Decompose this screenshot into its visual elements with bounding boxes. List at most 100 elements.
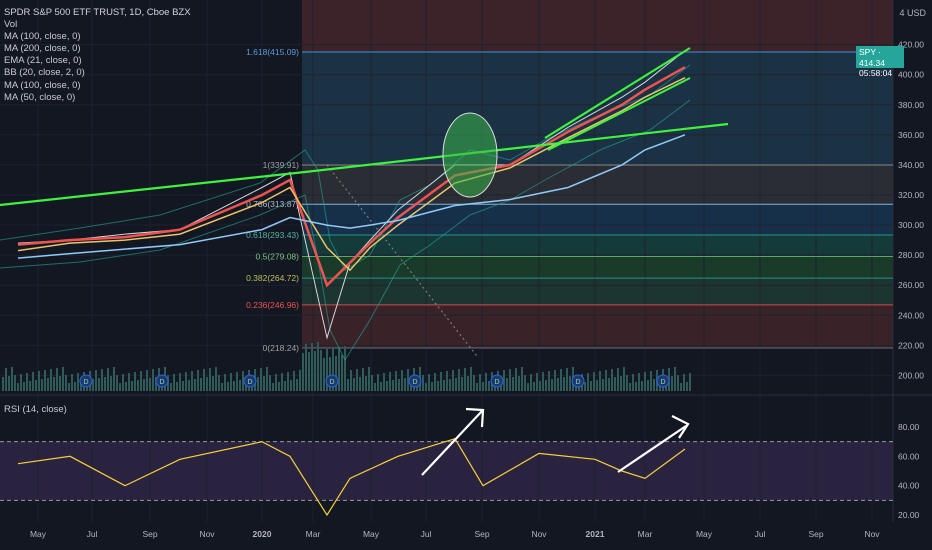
volume-bar [482,382,484,391]
volume-bar [32,372,34,391]
volume-bar [209,368,211,391]
volume-bar [335,356,337,391]
volume-bar [617,368,619,391]
volume-bar [503,370,505,391]
volume-bar [275,374,277,391]
indicator-vol[interactable]: Vol [4,19,18,31]
fib-label: 0.236(246.96) [246,300,299,310]
rsi-tick-label: 80.00 [898,422,920,432]
x-tick-label: Mar [638,529,653,539]
volume-bar [488,381,490,391]
fib-label: 0(218.24) [263,343,300,353]
indicator-ema-21[interactable]: EMA (21, close, 0) [4,55,82,67]
volume-bar [206,377,208,391]
volume-bar [65,375,67,391]
volume-bar [461,377,463,391]
series-line-ma [17,77,686,272]
volume-bar [56,368,58,391]
x-tick-label: Sep [142,529,157,539]
series-line-ma [17,134,686,259]
volume-bar [599,371,601,391]
currency-label[interactable]: 4 USD [899,8,926,18]
volume-bar [515,368,517,391]
dividend-marker-label: D [329,379,334,386]
currency-code: USD [906,8,926,18]
x-tick-label: Sep [474,529,489,539]
rsi-tick-label: 40.00 [898,481,920,491]
volume-bar [374,383,376,391]
legend: SPDR S&P 500 ETF TRUST, 1D, Cboe BZX Vol… [4,7,191,104]
volume-bar [287,372,289,391]
y-tick-label: 200.00 [898,370,924,380]
dividend-marker-label: D [247,379,252,386]
volume-bar [557,378,559,391]
volume-bar [20,374,22,391]
volume-bar [98,378,100,391]
volume-bar [674,367,676,391]
rsi-arrow-1-head [465,407,485,428]
volume-bar [593,372,595,391]
volume-bar [437,381,439,391]
x-tick-label: May [696,529,713,539]
fib-zone-6 [302,304,893,348]
volume-bar [428,374,430,391]
indicator-ma-200[interactable]: MA (200, close, 0) [4,43,81,55]
volume-bar [476,383,478,391]
indicator-bb-20[interactable]: BB (20, close, 2, 0) [4,67,85,79]
volume-bar [182,381,184,391]
volume-bar [212,376,214,391]
volume-bar [608,378,610,391]
x-tick-label: May [363,529,380,539]
volume-bar [641,381,643,391]
bb-upper [0,64,691,271]
volume-bar [170,383,172,391]
volume-bar [269,375,271,391]
volume-bar [350,370,352,391]
volume-bar [377,374,379,391]
x-tick-label: Sep [808,529,823,539]
fib-label: 0.618(293.43) [246,230,299,240]
dividend-marker [408,374,422,388]
volume-bar [602,379,604,391]
volume-bar [242,371,244,391]
volume-bar [383,373,385,391]
volume-bar [398,379,400,391]
indicator-ma-50[interactable]: MA (50, close, 0) [4,91,76,103]
volume-bar [392,380,394,391]
volume-bar [473,375,475,391]
volume-bar [53,377,55,391]
rsi-title[interactable]: RSI (14, close) [4,404,67,415]
bb-lower [0,99,691,362]
volume-bar [128,373,130,391]
volume-bar [26,373,28,391]
price-tag-value: 414.34 [859,57,885,68]
x-tick-label: Jul [421,529,432,539]
volume-bar [41,379,43,391]
volume-bar [44,370,46,391]
volume-bar [329,357,331,391]
volume-bar [560,369,562,391]
volume-bar [653,379,655,391]
volume-bar [68,383,70,391]
volume-bar [344,346,346,391]
rsi-arrow-2 [617,425,687,473]
indicator-ma-100-b[interactable]: MA (100, close, 0) [4,79,81,91]
volume-bar [152,369,154,391]
volume-bar [449,379,451,391]
volume-bar [443,380,445,391]
indicator-ma-100[interactable]: MA (100, close, 0) [4,31,81,43]
volume-bar [638,373,640,391]
volume-bar [485,373,487,391]
fib-diagonal [326,164,479,358]
volume-bar [131,381,133,391]
volume-bar [50,369,52,391]
rsi-tick-label: 20.00 [898,510,920,520]
dividend-marker-label: D [159,379,164,386]
dividend-marker [325,374,339,388]
volume-bar [680,383,682,391]
volume-bar [434,373,436,391]
volume-bar [629,383,631,391]
volume-bar [116,375,118,391]
chart-title: SPDR S&P 500 ETF TRUST, 1D, Cboe BZX [4,7,191,18]
